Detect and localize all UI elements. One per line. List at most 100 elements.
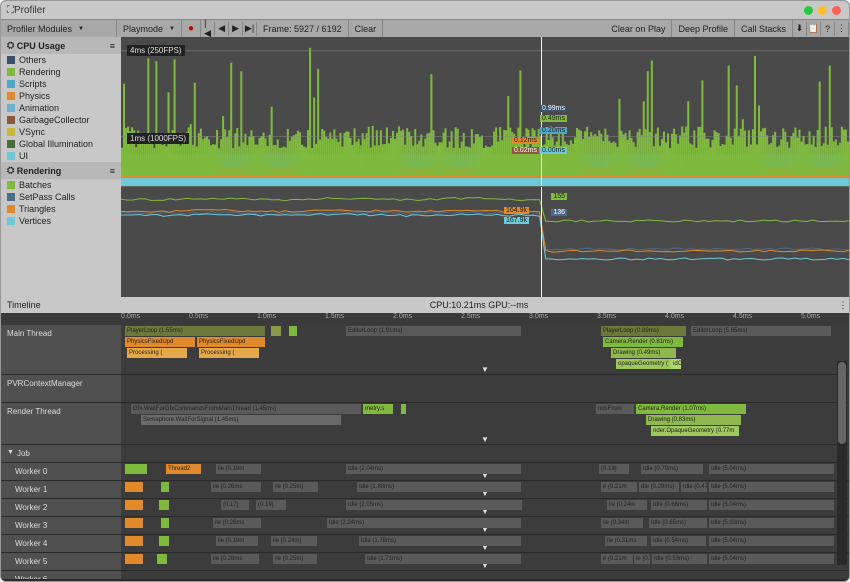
timeline-bar[interactable]: e (0.21m: [601, 554, 633, 564]
timeline-bar[interactable]: (0.19): [256, 500, 286, 510]
timeline-bar[interactable]: Idle (0.47ms): [681, 482, 707, 492]
legend-item[interactable]: UI: [1, 150, 121, 162]
legend-item[interactable]: Animation: [1, 102, 121, 114]
timeline-bar[interactable]: Idle (1.80ms): [357, 482, 521, 492]
clear-button[interactable]: Clear: [349, 20, 384, 37]
profiler-modules-dropdown[interactable]: Profiler Modules: [1, 20, 117, 37]
timeline-bar[interactable]: PlayerLoop (1.55ms): [125, 326, 265, 336]
legend-item[interactable]: SetPass Calls: [1, 191, 121, 203]
main-thread-content[interactable]: ▼ PlayerLoop (1.55ms)EditorLoop (1.91ms)…: [121, 325, 849, 374]
close-button[interactable]: [832, 6, 841, 15]
timeline-view-dropdown[interactable]: Timeline: [1, 300, 121, 310]
timeline-bar[interactable]: Idle (0.66ms): [651, 500, 707, 510]
timeline-bar[interactable]: Camera.Render (0.81ms): [603, 337, 683, 347]
timeline-bar[interactable]: [271, 326, 281, 336]
timeline-bar[interactable]: [289, 326, 297, 336]
frame-last-button[interactable]: ▶|: [243, 22, 257, 36]
worker-content[interactable]: ▼ile (0.26msile (0.25m)Idle (1.80ms)e (0…: [121, 481, 849, 498]
timeline-bar[interactable]: Idle (0.54ms): [651, 536, 706, 546]
timeline-bar[interactable]: [125, 554, 143, 564]
cpu-module-header[interactable]: ⛭ CPU Usage ≡: [1, 37, 121, 54]
timeline-bar[interactable]: idOpaque.Ren: [671, 359, 681, 369]
timeline-bar[interactable]: Idle (5.04ms): [709, 482, 834, 492]
timeline-bar[interactable]: [125, 464, 147, 474]
timeline-bar[interactable]: metry.s: [363, 404, 393, 414]
help-icon[interactable]: ?: [821, 22, 835, 36]
chart-area[interactable]: 4ms (250FPS) 1ms (1000FPS) 0.99ms0.49ms0…: [121, 37, 849, 297]
timeline-bar[interactable]: Idle (0.70ms): [641, 464, 703, 474]
timeline-bar[interactable]: [157, 554, 167, 564]
worker-content[interactable]: [121, 571, 849, 579]
timeline-bar[interactable]: ile (0.19m: [216, 464, 261, 474]
timeline-bar[interactable]: [401, 404, 406, 414]
timeline-bar[interactable]: ile (0.24m: [607, 500, 647, 510]
timeline-bar[interactable]: nder.OpaqueGeometry (0.77m: [651, 426, 739, 436]
frame-next-button[interactable]: ▶: [229, 22, 243, 36]
legend-item[interactable]: Global Illumination: [1, 138, 121, 150]
timeline-bar[interactable]: Processing (: [199, 348, 259, 358]
timeline-bar[interactable]: ile (0.31ms: [605, 536, 647, 546]
timeline-bar[interactable]: Drawing (0.49ms): [611, 348, 676, 358]
timeline-bar[interactable]: Idle (5.04ms): [709, 500, 834, 510]
timeline-bar[interactable]: [125, 536, 143, 546]
timeline-bar[interactable]: ile (0.26ms: [213, 518, 261, 528]
vertical-scrollbar[interactable]: [837, 361, 847, 565]
timeline-bar[interactable]: (0.19): [599, 464, 629, 474]
timeline-bar[interactable]: Idle (0.53ms): [652, 554, 707, 564]
timeline-bar[interactable]: [159, 500, 169, 510]
rendering-module-header[interactable]: ⛭ Rendering ≡: [1, 162, 121, 179]
frame-prev-button[interactable]: ◀: [215, 22, 229, 36]
maximize-button[interactable]: [804, 6, 813, 15]
timeline-bar[interactable]: Idle (0.65ms): [649, 518, 707, 528]
timeline-bar[interactable]: Idle (5.04ms): [709, 464, 834, 474]
timeline-bar[interactable]: PlayerLoop (0.89ms): [601, 326, 686, 336]
timeline-bar[interactable]: Idle (2.05ms): [346, 500, 522, 510]
timeline-bar[interactable]: ile (0.25m): [273, 482, 318, 492]
timeline-bar[interactable]: Idle (5.03ms): [709, 518, 834, 528]
expand-arrow-icon[interactable]: ▼: [481, 435, 489, 444]
legend-item[interactable]: Physics: [1, 90, 121, 102]
load-icon[interactable]: 📋: [807, 22, 821, 36]
timeline-bar[interactable]: le (0.22m: [634, 554, 650, 564]
expand-arrow-icon[interactable]: ▼: [481, 365, 489, 374]
timeline-bar[interactable]: Idle (5.04ms): [709, 536, 834, 546]
worker-content[interactable]: ▼ile (0.26msIdle (2.24ms)ile (0.34mIdle …: [121, 517, 849, 534]
timeline-bar[interactable]: Idle (2.24ms): [327, 518, 521, 528]
timeline-bar[interactable]: Idle (1.71ms): [365, 554, 521, 564]
timeline-bar[interactable]: e (0.21m: [601, 482, 637, 492]
deep-profile-toggle[interactable]: Deep Profile: [672, 20, 735, 37]
timeline-bar[interactable]: PhysicsFixedUpd: [197, 337, 265, 347]
worker-content[interactable]: ▼ile (0.28msile (0.25m)Idle (1.71ms)e (0…: [121, 553, 849, 570]
legend-item[interactable]: Triangles: [1, 203, 121, 215]
timeline-bar[interactable]: PhysicsFixedUpd: [125, 337, 195, 347]
legend-item[interactable]: Scripts: [1, 78, 121, 90]
timeline-bar[interactable]: EditorLoop (5.65ms): [691, 326, 831, 336]
timeline-bar[interactable]: (0.17): [221, 500, 249, 510]
legend-item[interactable]: Vertices: [1, 215, 121, 227]
playhead[interactable]: [541, 187, 542, 297]
timeline-bar[interactable]: Camera.Render (1.07ms): [636, 404, 746, 414]
call-stacks-toggle[interactable]: Call Stacks: [735, 20, 793, 37]
timeline-bar[interactable]: Idle (1.78ms): [359, 536, 521, 546]
clear-on-play-toggle[interactable]: Clear on Play: [605, 20, 672, 37]
worker-content[interactable]: ▼Thread2ile (0.19mIdle (2.04ms)(0.19)Idl…: [121, 463, 849, 480]
pvr-content[interactable]: [121, 375, 849, 402]
cpu-usage-chart[interactable]: 4ms (250FPS) 1ms (1000FPS) 0.99ms0.49ms0…: [121, 37, 849, 187]
legend-item[interactable]: Rendering: [1, 66, 121, 78]
timeline-bar[interactable]: [125, 518, 143, 528]
playmode-dropdown[interactable]: Playmode: [117, 20, 182, 37]
timeline-bar[interactable]: Processing (: [127, 348, 187, 358]
rendering-chart[interactable]: 155164.9k167.9k136: [121, 187, 849, 297]
timeline-bar[interactable]: ile (0.28ms: [211, 554, 259, 564]
legend-item[interactable]: Others: [1, 54, 121, 66]
legend-item[interactable]: VSync: [1, 126, 121, 138]
minimize-button[interactable]: [818, 6, 827, 15]
legend-item[interactable]: Batches: [1, 179, 121, 191]
frame-first-button[interactable]: |◀: [201, 22, 215, 36]
timeline-bar[interactable]: ndsFrom: [596, 404, 634, 414]
timeline-bar[interactable]: ile (0.34m: [601, 518, 643, 528]
legend-item[interactable]: GarbageCollector: [1, 114, 121, 126]
timeline-bar[interactable]: Gfx.WaitForGfxCommandsFromMainThread (1.…: [131, 404, 361, 414]
timeline-bar[interactable]: opaqueGeometry (: [616, 359, 671, 369]
timeline-bar[interactable]: [125, 500, 143, 510]
